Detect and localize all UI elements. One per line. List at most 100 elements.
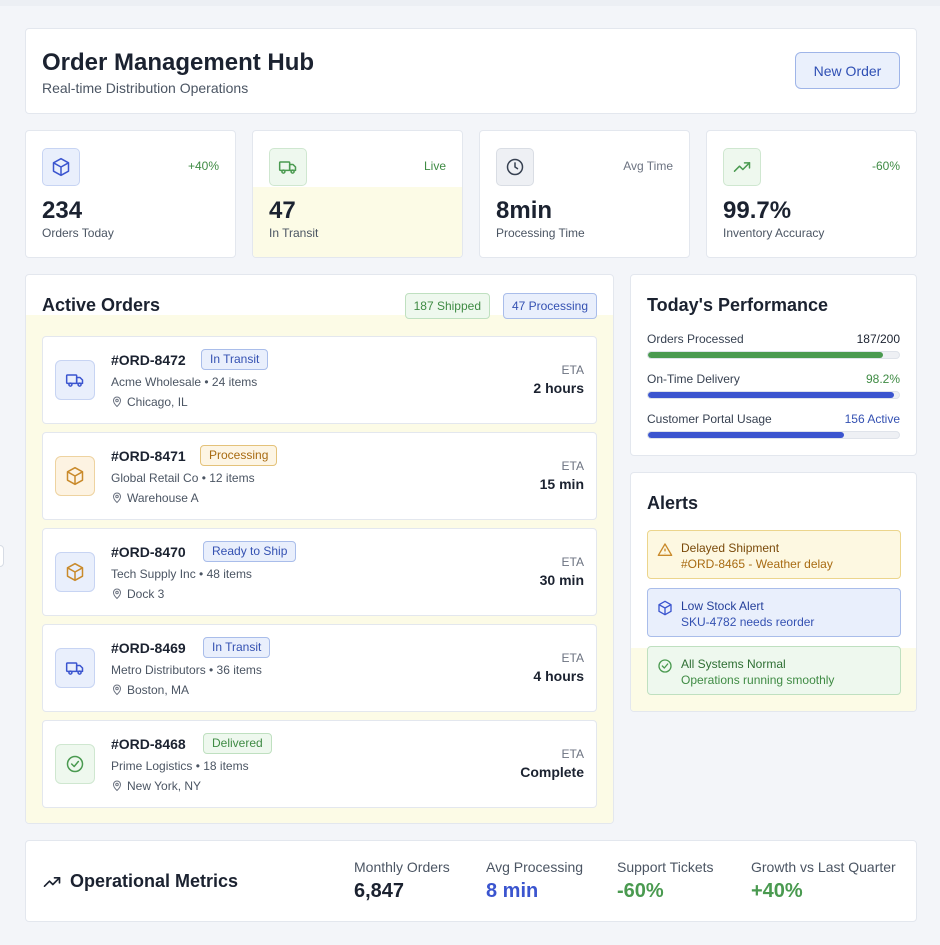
metric-growth: Growth vs Last Quarter +40% <box>751 859 896 903</box>
order-status-badge: Processing <box>200 445 278 466</box>
page-subtitle: Real-time Distribution Operations <box>42 80 249 96</box>
alerts-panel: Alerts Delayed Shipment #ORD-8465 - Weat… <box>630 472 917 712</box>
progress-track <box>647 351 900 359</box>
check-circle-icon <box>55 744 95 784</box>
order-location-text: Dock 3 <box>127 587 165 601</box>
trending-up-icon <box>43 876 61 887</box>
metric-value: 8 min <box>486 880 539 902</box>
order-customer: Prime Logistics • 18 items <box>111 759 249 773</box>
performance-label: Customer Portal Usage <box>647 412 772 426</box>
metric-avg-processing: Avg Processing 8 min <box>486 859 583 903</box>
location-pin-icon <box>112 684 122 696</box>
order-customer: Metro Distributors • 36 items <box>111 663 262 677</box>
alerts-title: Alerts <box>647 493 699 513</box>
order-row[interactable]: #ORD-8471 Processing Global Retail Co • … <box>42 432 597 520</box>
shipped-count-badge[interactable]: 187 Shipped <box>404 293 490 319</box>
eta-value: 15 min <box>539 476 584 492</box>
stat-value: 8min <box>496 197 553 224</box>
progress-track <box>647 431 900 439</box>
alert-title: All Systems Normal <box>681 657 786 671</box>
eta-label: ETA <box>561 747 584 761</box>
highlight-tint <box>253 187 462 257</box>
operational-metrics-bar: Operational Metrics Monthly Orders 6,847… <box>25 840 917 922</box>
eta-value: 4 hours <box>533 668 584 684</box>
eta-value: 2 hours <box>533 380 584 396</box>
performance-panel: Today's Performance Orders Processed 187… <box>630 274 917 456</box>
metric-label: Avg Processing <box>486 859 584 875</box>
performance-value: 187/200 <box>856 332 900 346</box>
alert-title: Delayed Shipment <box>681 541 780 555</box>
stat-label: In Transit <box>269 226 319 240</box>
eta-label: ETA <box>561 363 584 377</box>
package-icon <box>55 456 95 496</box>
metric-label: Growth vs Last Quarter <box>751 859 896 875</box>
package-icon <box>658 600 672 616</box>
performance-value: 98.2% <box>865 372 900 386</box>
order-location-text: Boston, MA <box>127 683 190 697</box>
progress-fill <box>648 432 844 438</box>
eta-value: Complete <box>520 764 584 780</box>
metric-value: -60% <box>617 880 664 902</box>
stat-meta: Avg Time <box>623 159 673 173</box>
package-icon <box>42 148 80 186</box>
metric-monthly-orders: Monthly Orders 6,847 <box>354 859 450 903</box>
order-id: #ORD-8468 <box>111 736 186 752</box>
progress-track <box>647 391 900 399</box>
performance-title: Today's Performance <box>647 295 829 315</box>
stat-label: Inventory Accuracy <box>723 226 825 240</box>
location-pin-icon <box>112 588 122 600</box>
progress-fill <box>648 352 883 358</box>
active-orders-title: Active Orders <box>42 295 161 315</box>
stat-card-processing-time: Avg Time 8min Processing Time <box>479 130 690 258</box>
new-order-button[interactable]: New Order <box>795 52 900 89</box>
order-row[interactable]: #ORD-8469 In Transit Metro Distributors … <box>42 624 597 712</box>
order-location: Dock 3 <box>111 587 164 601</box>
location-pin-icon <box>112 492 122 504</box>
side-edge-handle[interactable] <box>0 545 4 567</box>
order-location-text: Chicago, IL <box>127 395 188 409</box>
warning-icon <box>657 543 673 556</box>
metric-label: Monthly Orders <box>354 859 450 875</box>
metric-value: +40% <box>751 880 803 902</box>
alert-low-stock[interactable]: Low Stock Alert SKU-4782 needs reorder <box>647 588 901 637</box>
stat-card-in-transit: Live 47 In Transit <box>252 130 463 258</box>
top-strip <box>0 0 940 6</box>
alert-detail: Operations running smoothly <box>681 673 835 687</box>
order-customer: Acme Wholesale • 24 items <box>111 375 258 389</box>
stat-card-orders-today: +40% 234 Orders Today <box>25 130 236 258</box>
alert-systems-normal[interactable]: All Systems Normal Operations running sm… <box>647 646 901 695</box>
package-icon <box>55 552 95 592</box>
order-location: New York, NY <box>111 779 201 793</box>
performance-label: Orders Processed <box>647 332 744 346</box>
order-customer: Global Retail Co • 12 items <box>111 471 255 485</box>
stat-live: Live <box>423 159 446 173</box>
order-row[interactable]: #ORD-8472 In Transit Acme Wholesale • 24… <box>42 336 597 424</box>
metrics-title: Operational Metrics <box>42 871 238 892</box>
stat-change: +40% <box>187 159 219 173</box>
truck-icon <box>269 148 307 186</box>
active-orders-panel: Active Orders 187 Shipped 47 Processing … <box>25 274 614 824</box>
stat-value: 234 <box>42 197 83 224</box>
metric-support-tickets: Support Tickets -60% <box>617 859 714 903</box>
alert-title: Low Stock Alert <box>681 599 764 613</box>
order-row[interactable]: #ORD-8470 Ready to Ship Tech Supply Inc … <box>42 528 597 616</box>
order-status-badge: In Transit <box>203 637 271 658</box>
alert-delayed-shipment[interactable]: Delayed Shipment #ORD-8465 - Weather del… <box>647 530 901 579</box>
eta-value: 30 min <box>539 572 584 588</box>
order-location: Boston, MA <box>111 683 189 697</box>
order-location: Chicago, IL <box>111 395 188 409</box>
metric-value: 6,847 <box>354 880 405 902</box>
page-header: Order Management Hub Real-time Distribut… <box>25 28 917 114</box>
location-pin-icon <box>112 780 122 792</box>
performance-value: 156 Active <box>844 412 900 426</box>
metrics-title-text: Operational Metrics <box>70 871 239 891</box>
stat-label: Orders Today <box>42 226 114 240</box>
alert-detail: #ORD-8465 - Weather delay <box>681 557 833 571</box>
metric-label: Support Tickets <box>617 859 714 875</box>
order-row[interactable]: #ORD-8468 Delivered Prime Logistics • 18… <box>42 720 597 808</box>
processing-count-badge[interactable]: 47 Processing <box>502 293 597 319</box>
stat-change: -60% <box>871 159 900 173</box>
truck-icon <box>55 648 95 688</box>
stat-value: 99.7% <box>723 197 792 224</box>
page-title: Order Management Hub <box>42 49 315 76</box>
